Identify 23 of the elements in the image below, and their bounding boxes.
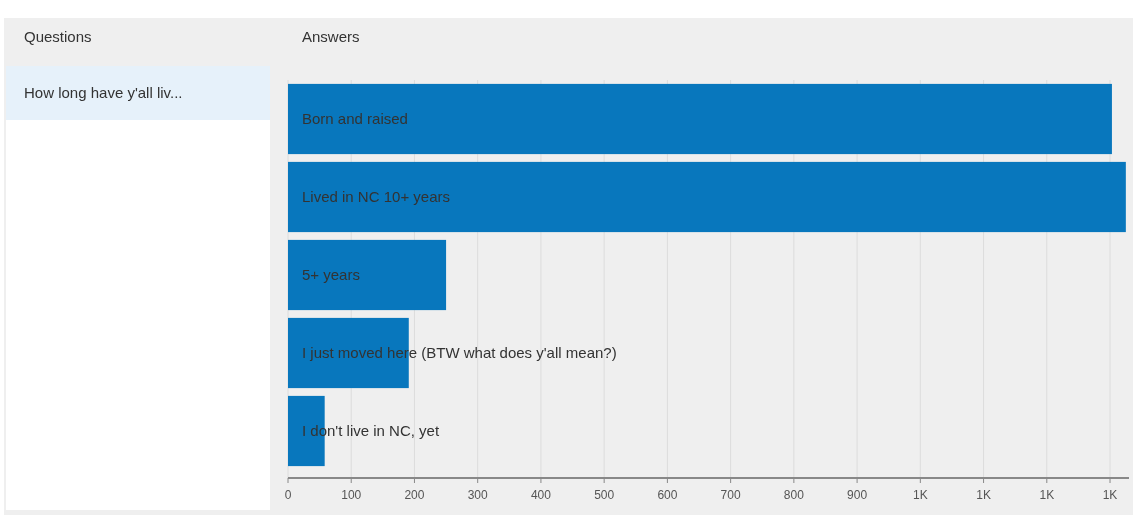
bar [288, 83, 1112, 155]
y-tick-label: 5+ years [302, 266, 360, 283]
x-tick-label: 100 [341, 488, 362, 502]
x-tick-label: 800 [783, 488, 805, 502]
text: How long have y'all liv... [24, 84, 183, 101]
x-tick-label: 0 [284, 488, 292, 502]
x-tick-label: 600 [657, 488, 678, 502]
x-tick-label: 500 [594, 488, 615, 502]
x-tick-label: 1K [1039, 488, 1055, 502]
x-tick-label: 400 [530, 488, 552, 502]
bar [288, 239, 447, 311]
y-tick-label: Born and raised [302, 110, 408, 127]
bar [288, 161, 1126, 233]
text: Questions [24, 28, 92, 45]
x-tick-label: 700 [720, 488, 741, 502]
x-tick-label: 1K [976, 488, 991, 502]
x-tick-label: 900 [847, 488, 868, 502]
chart-title: Answers [302, 28, 360, 45]
x-tick-label: 300 [467, 488, 489, 502]
x-tick-label: 1K [912, 488, 928, 502]
x-tick-label: 200 [404, 488, 425, 502]
x-tick-label: 1K [1102, 488, 1118, 502]
y-tick-label: Lived in NC 10+ years [302, 188, 450, 205]
